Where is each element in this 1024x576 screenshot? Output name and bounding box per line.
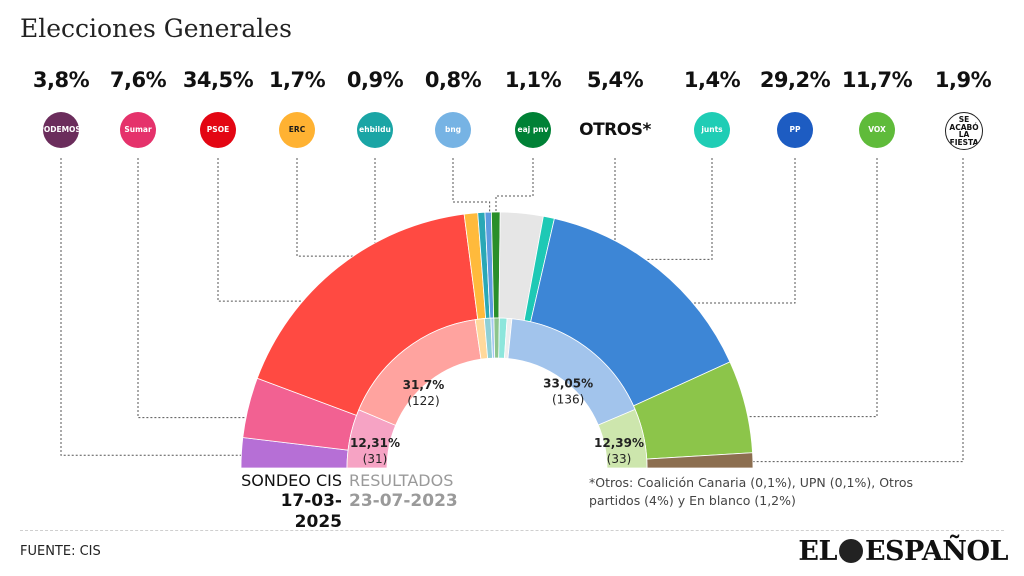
legend-results-label: RESULTADOS (349, 471, 454, 490)
legend-results: RESULTADOS 23-07-2023 (349, 470, 458, 512)
legend-results-date: 23-07-2023 (349, 491, 458, 511)
legend-cis-label: SONDEO CIS (241, 471, 342, 490)
footnote-otros: *Otros: Coalición Canaria (0,1%), UPN (0… (589, 475, 913, 508)
logo-erc-icon: ERC (279, 112, 315, 148)
leader-line-sumar (137, 158, 291, 419)
leader-line-junts (540, 158, 713, 260)
brand-right: ESPAÑOL (864, 536, 1009, 567)
brand-logo: EL ESPAÑOL (798, 536, 1008, 567)
inner-label-seats-sumar: (31) (363, 452, 388, 466)
lion-icon (838, 539, 863, 563)
pct-pnv: 1,1% (504, 68, 562, 92)
logo-ehbildu-icon: ehbildu (357, 112, 393, 148)
inner-ring-labels: 12,31% (31) 31,7% (122) 33,05% (136) 12,39% (33… (350, 376, 644, 466)
inner-ring-results (346, 317, 648, 469)
inner-label-seats-psoe: (122) (407, 394, 439, 408)
logo-podemos-icon: PODEMOS. (43, 112, 79, 148)
outer-slice-psoe (256, 213, 479, 416)
pct-bng: 0,8% (424, 68, 482, 92)
logo-pp-icon: PP (777, 112, 813, 148)
inner-label-pct-psoe: 31,7% (403, 378, 445, 392)
inner-label-pct-pp: 33,05% (543, 376, 593, 390)
pct-ehbildu: 0,9% (346, 68, 404, 92)
pct-junts: 1,4% (683, 68, 741, 92)
inner-label-seats-pp: (136) (552, 392, 584, 406)
inner-label-pct-vox: 12,39% (594, 436, 644, 450)
logo-sumar-icon: Sumar (120, 112, 156, 148)
logo-pnv-icon: eaj pnv (515, 112, 551, 148)
inner-label-seats-vox: (33) (607, 452, 632, 466)
pct-podemos: 3,8% (32, 68, 90, 92)
page-title: Elecciones Generales (20, 14, 292, 43)
legend-cis-date: 17-03-2025 (280, 491, 342, 532)
pct-pp: 29,2% (759, 68, 831, 92)
inner-label-pct-sumar: 12,31% (350, 436, 400, 450)
pct-vox: 11,7% (841, 68, 913, 92)
logo-psoe-icon: PSOE (200, 112, 236, 148)
source-text: FUENTE: CIS (20, 544, 101, 559)
pct-erc: 1,7% (268, 68, 326, 92)
logo-salf-icon: SE ACABÓ LA FIESTA (945, 112, 983, 150)
divider (20, 530, 1004, 531)
pct-salf: 1,9% (934, 68, 992, 92)
pct-psoe: 34,5% (182, 68, 254, 92)
legend-cis: SONDEO CIS 17-03-2025 (236, 470, 342, 533)
leader-line-otros (517, 158, 616, 257)
leader-line-bng (452, 158, 491, 256)
leader-line-salf (709, 158, 964, 463)
logo-junts-icon: junts (694, 112, 730, 148)
leader-line-podemos (60, 158, 285, 456)
logo-otros-icon: OTROS* (579, 119, 651, 140)
logo-vox-icon: VOX (859, 112, 895, 148)
pct-otros: 5,4% (586, 68, 644, 92)
logo-bng-icon: bng (435, 112, 471, 148)
outer-ring-cis (240, 211, 754, 469)
pct-sumar: 7,6% (109, 68, 167, 92)
inner-slice-vox (597, 408, 648, 469)
brand-left: EL (798, 536, 837, 567)
